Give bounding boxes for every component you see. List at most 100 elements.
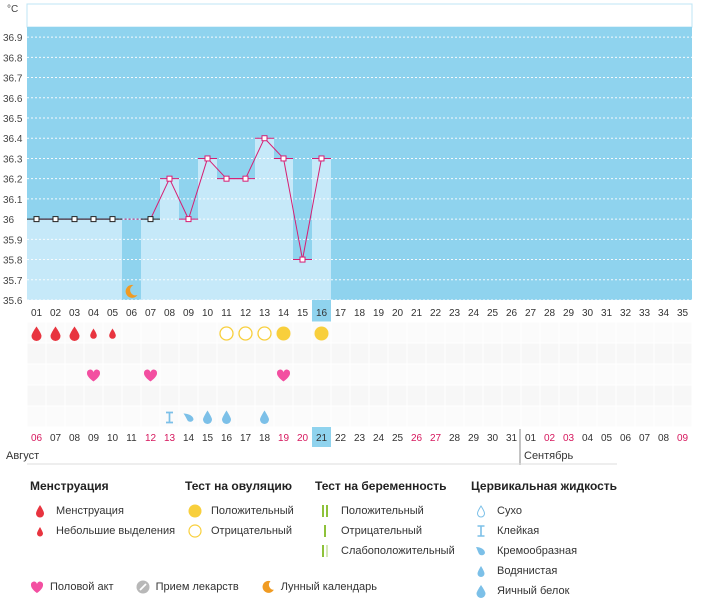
temperature-point xyxy=(71,216,78,223)
cycle-day-label: 22 xyxy=(430,308,442,319)
symbol-row-bg xyxy=(27,322,692,343)
legend-label: Отрицательный xyxy=(211,525,292,537)
temperature-line-segment xyxy=(302,158,322,260)
temperature-line-segment xyxy=(207,158,227,180)
cycle-day-label: 17 xyxy=(335,308,347,319)
chart-top-band xyxy=(26,3,693,28)
date-label: 18 xyxy=(259,433,271,444)
legend-intercourse: Половой акт xyxy=(30,580,114,594)
symbol-row-bg xyxy=(27,364,692,385)
legend-cervical-sticky: Клейкая xyxy=(471,521,617,541)
legend-pregnancy: Тест на беременность Положительный Отриц… xyxy=(315,479,455,561)
cycle-day-label: 18 xyxy=(354,308,366,319)
watery-drop-icon xyxy=(260,410,269,424)
y-tick-label: 36.6 xyxy=(3,94,23,105)
date-label: 29 xyxy=(468,433,480,444)
cycle-day-label: 05 xyxy=(107,308,119,319)
date-label: 26 xyxy=(411,433,423,444)
single-bar-icon xyxy=(315,525,335,537)
date-label: 27 xyxy=(430,433,442,444)
symbol-row-bg xyxy=(27,343,692,364)
temperature-bar xyxy=(236,178,255,300)
ovulation-negative-icon xyxy=(238,326,253,341)
cycle-day-label: 26 xyxy=(506,308,518,319)
legend-label: Положительный xyxy=(211,505,294,517)
cycle-day-label: 10 xyxy=(202,308,214,319)
temperature-point xyxy=(261,135,268,142)
legend-label: Водянистая xyxy=(497,565,558,577)
legend-cervical-dry: Сухо xyxy=(471,501,617,521)
legend-cervical-watery: Водянистая xyxy=(471,561,617,581)
month-label: Сентябрь xyxy=(524,450,574,462)
legend-menstruation-title: Менструация xyxy=(30,479,109,493)
legend-menstruation: Менструация Менструация Небольшие выделе… xyxy=(30,479,175,541)
date-label: 14 xyxy=(183,433,195,444)
temperature-point xyxy=(109,216,116,223)
hollow-drop-icon xyxy=(471,504,491,518)
date-label: 23 xyxy=(354,433,366,444)
temperature-point xyxy=(299,256,306,263)
date-label: 02 xyxy=(544,433,556,444)
legend-label: Сухо xyxy=(497,505,522,517)
cycle-day-label: 33 xyxy=(639,308,651,319)
date-label: 11 xyxy=(126,433,137,444)
date-label: 07 xyxy=(50,433,62,444)
date-label: 04 xyxy=(582,433,594,444)
date-label: 03 xyxy=(563,433,575,444)
legend-label: Половой акт xyxy=(50,581,114,593)
temperature-line-segment xyxy=(283,158,303,260)
y-tick-label: 36 xyxy=(3,215,15,226)
menstruation-drop-icon xyxy=(31,326,42,342)
legend-ovulation: Тест на овуляцию Положительный Отрицател… xyxy=(185,479,294,541)
date-label: 31 xyxy=(506,433,518,444)
date-label: 19 xyxy=(278,433,290,444)
temperature-point xyxy=(185,216,192,223)
cycle-day-label: 08 xyxy=(164,308,176,319)
y-tick-label: 36.7 xyxy=(3,74,23,85)
y-tick-label: 35.9 xyxy=(3,235,23,246)
symbol-row-bg xyxy=(27,406,692,427)
cycle-day-label: 01 xyxy=(31,308,43,319)
legend-label: Яичный белок xyxy=(497,585,570,597)
ovulation-negative-icon xyxy=(257,326,272,341)
temperature-point xyxy=(33,216,40,223)
heart-icon xyxy=(30,581,44,594)
legend-label: Клейкая xyxy=(497,525,540,537)
y-tick-label: 36.2 xyxy=(3,175,23,186)
temperature-point xyxy=(242,175,249,182)
legend-label: Лунный календарь xyxy=(280,581,377,593)
legend-pregnancy-negative: Отрицательный xyxy=(315,521,455,541)
legend-label: Прием лекарств xyxy=(155,581,239,593)
legend-pregnancy-weak: Слабоположительный xyxy=(315,541,455,561)
date-label: 30 xyxy=(487,433,499,444)
temperature-bar xyxy=(217,178,236,300)
date-label: 13 xyxy=(164,433,176,444)
date-label: 25 xyxy=(392,433,404,444)
watery-drop-icon xyxy=(471,565,491,578)
temperature-bar xyxy=(293,259,312,300)
temperature-point xyxy=(166,175,173,182)
filled-circle-icon xyxy=(185,504,205,518)
highlight-day-cell xyxy=(312,300,331,322)
chart-plot-area xyxy=(27,27,692,300)
y-tick-label: 36.8 xyxy=(3,53,23,64)
date-label: 09 xyxy=(88,433,100,444)
temperature-bar xyxy=(274,158,293,300)
date-label: 20 xyxy=(297,433,309,444)
temperature-point xyxy=(90,216,97,223)
legend-pregnancy-positive: Положительный xyxy=(315,501,455,521)
ovulation-positive-icon xyxy=(314,326,329,341)
y-tick-label: 36.3 xyxy=(3,154,23,165)
cycle-day-label: 27 xyxy=(525,308,537,319)
bbt-chart: 36.9 36.8 36.7 36.6 36.5 36.4 36.3 36.2 36.1 36 35… xyxy=(3,3,693,465)
creamy-drop-icon xyxy=(183,413,194,422)
heart-icon xyxy=(276,369,291,382)
date-label: 06 xyxy=(31,433,43,444)
double-bar-icon xyxy=(315,505,335,517)
cycle-day-label: 04 xyxy=(88,308,100,319)
cycle-day-label: 07 xyxy=(145,308,157,319)
cycle-day-label: 25 xyxy=(487,308,499,319)
y-tick-label: 35.6 xyxy=(3,296,23,307)
temperature-point xyxy=(52,216,59,223)
cycle-day-label: 16 xyxy=(316,308,328,319)
